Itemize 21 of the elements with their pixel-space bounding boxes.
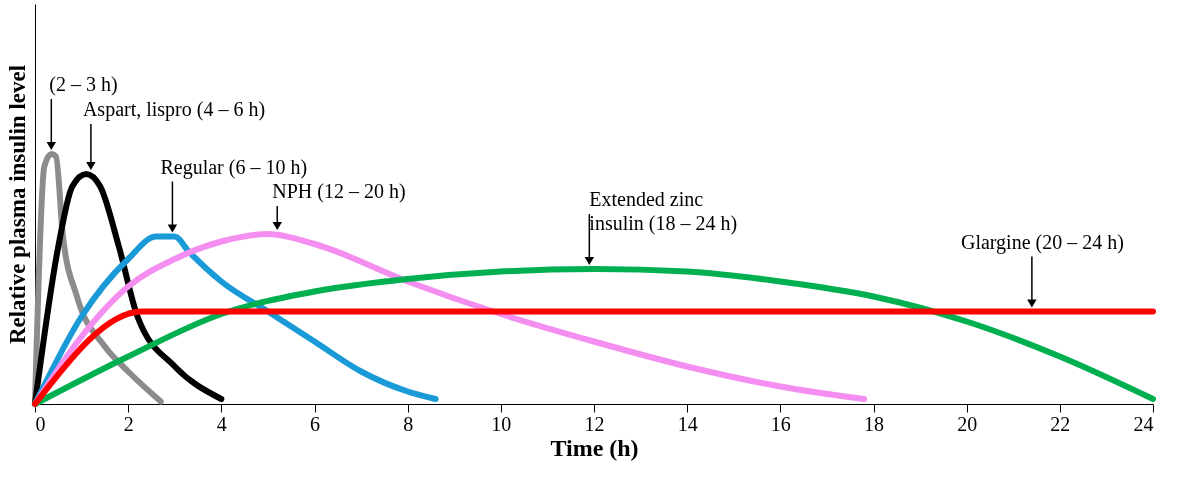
annotation: Aspart, lispro (4 – 6 h) xyxy=(82,98,266,121)
x-tick-label: 6 xyxy=(310,412,320,435)
x-axis-title: Time (h) xyxy=(550,434,639,461)
x-tick-label: 18 xyxy=(864,412,884,435)
x-tick-label: 10 xyxy=(491,412,512,435)
annotation: Glargine (20 – 24 h) xyxy=(960,230,1124,254)
x-tick-label: 8 xyxy=(403,412,414,435)
x-tick-label: 0 xyxy=(35,412,46,435)
annotation: (2 – 3 h) xyxy=(49,73,118,96)
x-tick-label: 22 xyxy=(1050,412,1071,435)
annotation: Extended zinc insulin (18 – 24 h) xyxy=(589,188,738,235)
x-tick-label: 20 xyxy=(957,412,978,435)
x-tick-label: 16 xyxy=(770,412,791,435)
x-tick-label: 14 xyxy=(677,412,698,435)
x-tick-label: 24 xyxy=(1133,412,1154,435)
x-tick-label: 4 xyxy=(216,412,227,435)
annotation: NPH (12 – 20 h) xyxy=(272,180,406,203)
annotation: Regular (6 – 10 h) xyxy=(160,155,308,179)
x-tick-label: 2 xyxy=(123,412,134,435)
y-axis-title: Relative plasma insulin level xyxy=(4,64,30,345)
x-tick-label: 12 xyxy=(584,412,605,435)
